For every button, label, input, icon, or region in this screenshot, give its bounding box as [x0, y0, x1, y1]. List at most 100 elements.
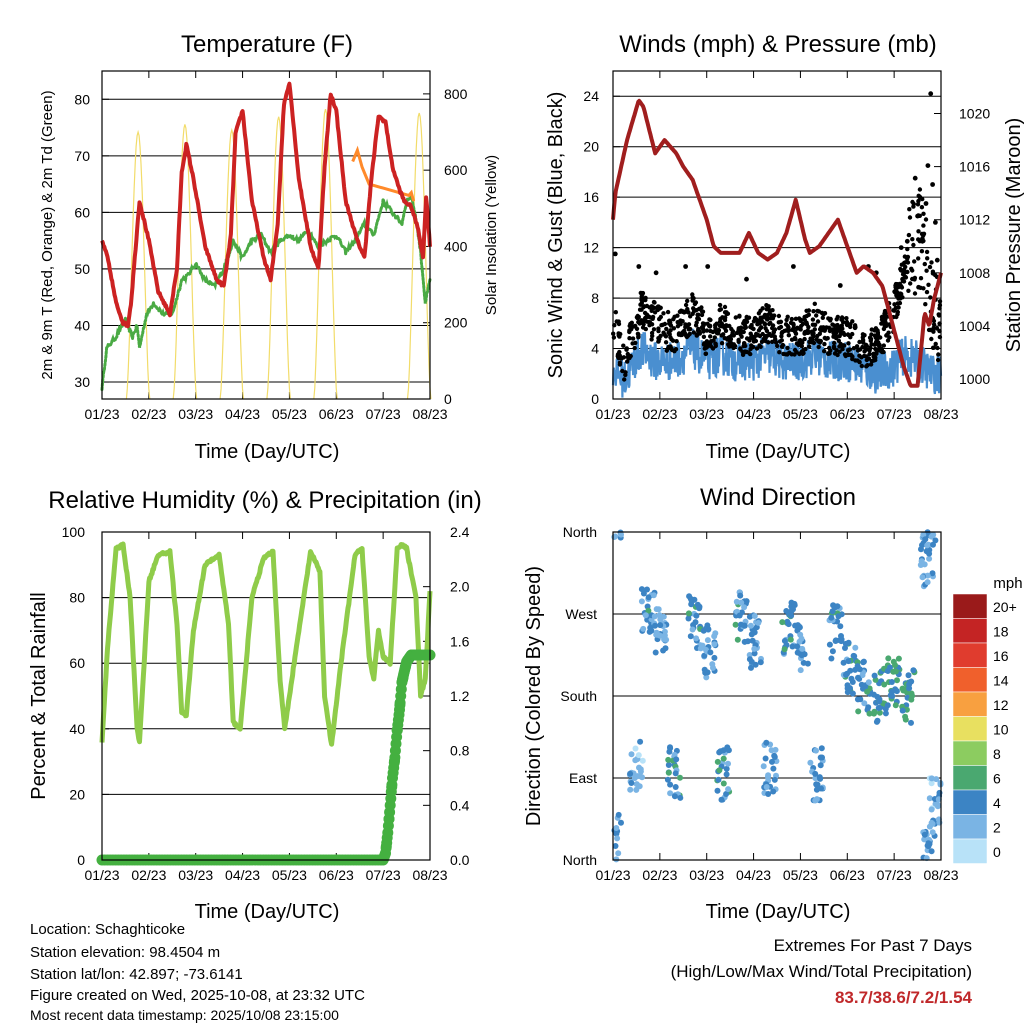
gust-point: [834, 335, 839, 341]
winds-ytick-label: 0: [591, 391, 599, 407]
direction-point: [771, 752, 778, 759]
gust-point: [786, 333, 791, 338]
winds-xtick-label: 07/23: [877, 406, 912, 422]
gust-point: [764, 307, 769, 312]
direction-point: [926, 555, 933, 562]
direction-point: [844, 670, 850, 677]
gust-peak-point: [904, 238, 910, 244]
gust-point: [625, 359, 630, 364]
gust-point: [625, 351, 630, 357]
gust-point: [846, 348, 851, 353]
direction-point: [906, 681, 913, 688]
gust-point: [788, 320, 794, 325]
direction-point: [644, 586, 650, 593]
direction-point: [787, 636, 794, 643]
gust-point: [769, 313, 775, 318]
gust-point: [925, 256, 930, 261]
gust-point: [921, 223, 926, 228]
direction-point: [910, 667, 917, 674]
humidity-xtick-label: 04/23: [225, 867, 260, 883]
gust-point: [736, 339, 741, 344]
gust-point: [764, 303, 769, 308]
gust-point: [656, 304, 661, 309]
direction-point: [929, 829, 936, 836]
gust-point: [649, 308, 654, 313]
direction-point: [798, 652, 805, 659]
gust-point: [873, 326, 879, 331]
gust-point: [926, 327, 932, 333]
gust-point: [868, 362, 874, 367]
gust-peak-point: [636, 264, 642, 269]
gust-peak-point: [683, 264, 688, 269]
gust-point: [768, 320, 773, 326]
direction-point: [732, 621, 739, 628]
direction-point: [838, 638, 845, 645]
gust-point: [762, 333, 768, 339]
direction-point: [618, 531, 624, 538]
winds-y2tick-label: 1000: [959, 371, 990, 387]
gust-point: [797, 341, 802, 347]
solar-insolation-line: [172, 124, 198, 400]
direction-point: [789, 643, 796, 650]
legend-label: 14: [993, 673, 1009, 689]
direction-point: [828, 614, 835, 621]
solar-insolation-line: [406, 112, 432, 400]
gust-point: [916, 198, 921, 204]
temperature-xtick-label: 01/23: [84, 406, 119, 422]
gust-point: [908, 281, 913, 286]
direction-point: [633, 781, 640, 788]
direction-point: [715, 776, 722, 783]
extremes-title: Extremes For Past 7 Days: [773, 936, 972, 955]
gust-point: [692, 301, 698, 307]
gust-point: [837, 333, 842, 339]
direction-ytick-label: West: [565, 606, 597, 622]
winds-y2label: Station Pressure (Maroon): [1003, 118, 1024, 353]
gust-point: [617, 362, 623, 367]
humidity-y2tick-label: 1.6: [450, 633, 470, 649]
gust-point: [773, 340, 779, 345]
extremes-subtitle: (High/Low/Max Wind/Total Precipitation): [670, 962, 972, 981]
gust-point: [644, 303, 650, 309]
temperature-xlabel: Time (Day/UTC): [195, 441, 340, 463]
gust-point: [714, 321, 719, 326]
solar-insolation-line: [266, 116, 291, 400]
legend-label: 4: [993, 795, 1001, 811]
direction-point: [922, 536, 929, 543]
gust-point: [917, 239, 923, 244]
direction-point: [703, 674, 710, 681]
gust-point: [816, 344, 821, 350]
gust-point: [744, 317, 749, 322]
gust-point: [864, 357, 869, 363]
gust-point: [623, 370, 628, 375]
gust-point: [658, 314, 663, 320]
gust-peak-point: [791, 264, 796, 269]
direction-point: [689, 626, 696, 633]
temperature-ytick-label: 30: [74, 374, 90, 390]
direction-point: [665, 756, 672, 763]
gust-point: [895, 312, 900, 317]
direction-point: [699, 642, 706, 649]
gust-peak-point: [934, 257, 940, 263]
temperature-y2tick-label: 0: [444, 391, 452, 407]
direction-point: [826, 641, 833, 648]
info-latlon: Station lat/lon: 42.897; -73.6141: [30, 966, 243, 983]
direction-point: [928, 848, 935, 855]
gust-point: [664, 348, 669, 353]
gust-point: [757, 333, 763, 339]
direction-point: [720, 755, 727, 762]
humidity-ytick-label: 0: [77, 852, 85, 868]
gust-point: [755, 322, 760, 327]
direction-point: [851, 653, 858, 660]
info-recent: Most recent data timestamp: 2025/10/08 2…: [30, 1007, 339, 1023]
gust-point: [616, 333, 621, 338]
gust-point: [783, 322, 789, 327]
direction-point: [638, 598, 645, 605]
direction-point: [926, 550, 933, 557]
gust-point: [751, 339, 757, 344]
gust-point: [934, 326, 940, 331]
direction-point: [737, 621, 744, 628]
direction-point: [864, 688, 871, 695]
gust-point: [701, 334, 707, 339]
gust-point: [778, 324, 784, 330]
gust-point: [701, 329, 706, 334]
